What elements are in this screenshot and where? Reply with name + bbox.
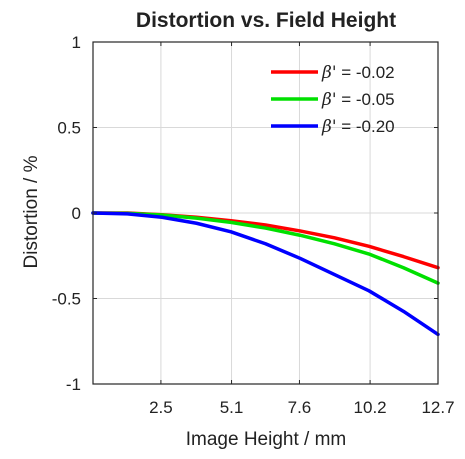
y-tick-label: 1 (72, 33, 81, 52)
x-tick-label: 10.2 (354, 398, 387, 417)
y-tick-label: -0.5 (52, 290, 81, 309)
x-tick-label: 2.5 (149, 398, 173, 417)
y-tick-label: 0.5 (57, 119, 81, 138)
x-tick-label: 7.6 (288, 398, 312, 417)
legend: β' = -0.02 β' = -0.05 β' = -0.20 (271, 63, 395, 137)
y-axis-label: Distortion / % (21, 155, 42, 268)
x-axis-label: Image Height / mm (186, 429, 347, 450)
axis-ticks (93, 41, 439, 385)
y-tick-label: -1 (66, 375, 81, 394)
tick-labels: 2.5 5.1 7.6 10.2 12.7 1 0.5 0 -0.5 -1 (52, 33, 455, 417)
x-tick-label: 5.1 (220, 398, 244, 417)
legend-label: β' = -0.20 (321, 117, 395, 137)
y-tick-label: 0 (72, 204, 81, 223)
legend-label: β' = -0.05 (321, 90, 395, 110)
series-lines (91, 211, 440, 337)
series-line (91, 211, 440, 337)
chart-title: Distortion vs. Field Height (136, 9, 396, 32)
legend-label: β' = -0.02 (321, 63, 395, 83)
x-tick-label: 12.7 (421, 398, 454, 417)
